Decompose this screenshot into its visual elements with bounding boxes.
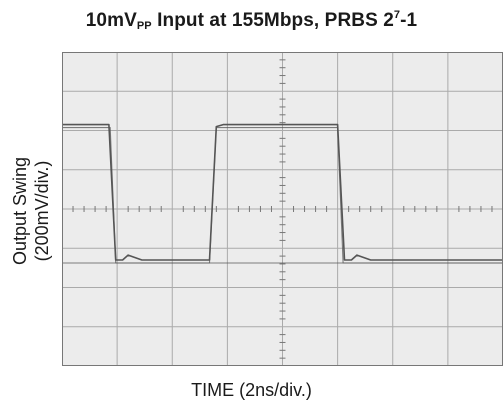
y-axis-label-line-2: (200mV/div.): [31, 157, 53, 265]
x-axis-label: TIME (2ns/div.): [0, 380, 503, 401]
y-axis-label-line-1: Output Swing: [9, 157, 31, 265]
